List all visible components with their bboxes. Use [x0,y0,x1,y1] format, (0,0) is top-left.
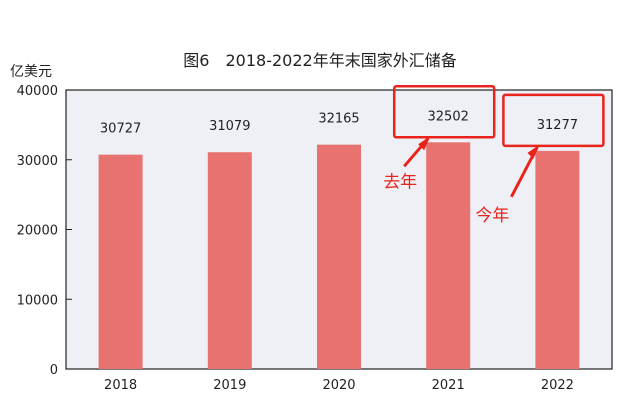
x-tick-label: 2019 [213,378,246,393]
highlight-box [502,93,605,148]
y-axis-label: 亿美元 [10,64,52,80]
y-tick-label: 0 [50,363,58,378]
y-tick-label: 40000 [17,84,58,99]
y-tick-label: 20000 [17,224,58,239]
data-label: 31079 [209,119,250,134]
y-tick-label: 10000 [17,293,58,308]
chart-title: 图6 2018-2022年年末国家外汇储备 [183,51,456,70]
bar [535,150,580,369]
bar [426,142,471,369]
x-tick-label: 2022 [541,378,574,393]
bar [317,144,361,369]
arrow-head [418,136,431,151]
annotation-label: 今年 [475,206,509,226]
x-tick-label: 2020 [322,378,355,393]
bar [207,152,252,369]
data-label: 31277 [537,118,578,133]
data-label: 32502 [428,109,469,124]
data-label: 30727 [100,122,141,137]
annotation-label: 去年 [383,172,417,192]
x-tick-label: 2018 [104,378,137,393]
data-label: 32165 [318,112,359,127]
arrow-head [527,144,540,159]
y-tick-label: 30000 [17,154,58,169]
highlight-box [392,85,496,139]
bar [98,154,143,369]
x-tick-label: 2021 [432,378,465,393]
